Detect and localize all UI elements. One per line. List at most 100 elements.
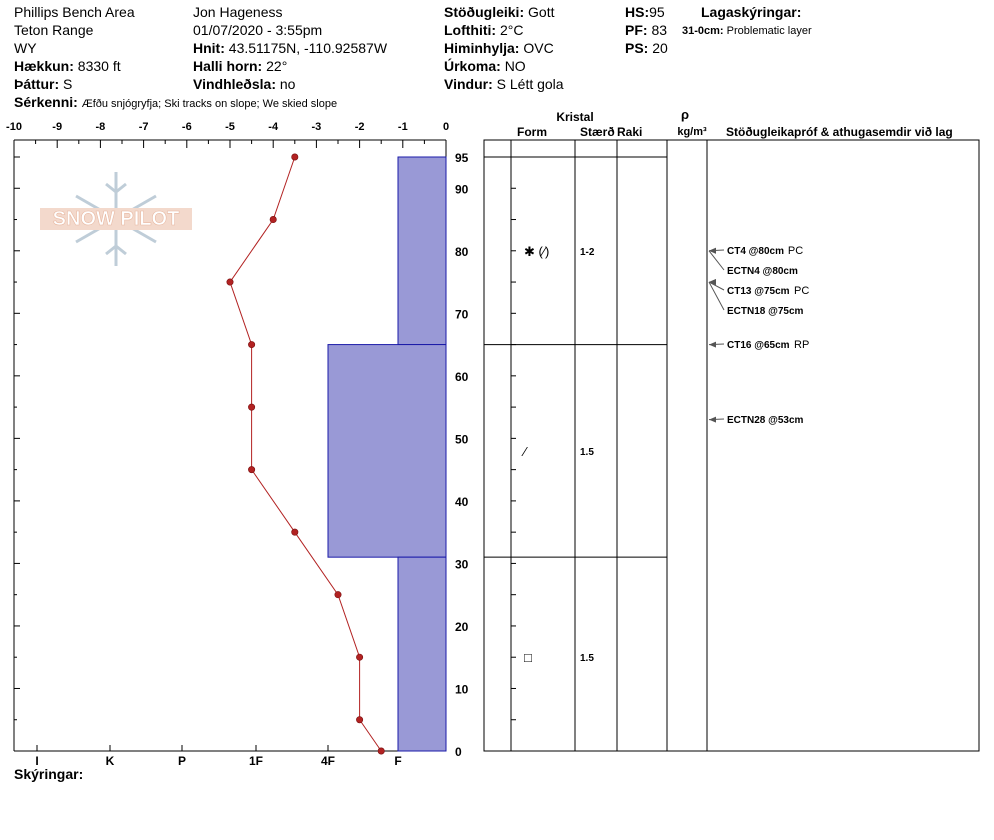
wind-loading-row: Vindhleðsla: no: [193, 75, 387, 93]
height-tick-label: 0: [455, 745, 462, 759]
height-tick-label: 30: [455, 557, 469, 571]
hardness-tick-label: 1F: [249, 754, 263, 768]
form-header: Form: [517, 125, 547, 139]
features-label: Sérkenni:: [14, 94, 78, 110]
ps-row: PS: 20: [625, 39, 668, 57]
temperature-point: [248, 341, 256, 349]
hs-label: HS:: [625, 4, 650, 20]
legend-label: Skýringar:: [14, 766, 84, 782]
temp-tick-label: -3: [312, 121, 322, 133]
stability-value: Gott: [528, 4, 555, 20]
range-name: Teton Range: [14, 22, 94, 38]
coords-value: 43.51175N, -110.92587W: [228, 40, 388, 56]
header-col-location: Phillips Bench Area Teton Range WY Hækku…: [14, 3, 135, 93]
hardness-bar: [327, 344, 447, 558]
temp-tick-label: -6: [182, 121, 192, 133]
slope-label: Halli horn:: [193, 58, 263, 74]
layer-notes-label: Lagaskýringar:: [701, 4, 802, 20]
hardness-tick-label: 4F: [321, 754, 335, 768]
stability-test-label: CT4 @80cm: [727, 246, 784, 257]
temp-tick-label: 0: [443, 121, 449, 133]
height-tick-label: 50: [455, 432, 469, 446]
temp-tick-label: -2: [355, 121, 365, 133]
crystal-form: ✱ (⁄): [524, 244, 549, 259]
stability-test-label: ECTN28 @53cm: [727, 415, 804, 426]
density-symbol-header: ρ: [681, 107, 689, 122]
hardness-tick-label: I: [35, 754, 38, 768]
state-name: WY: [14, 40, 37, 56]
hardness-tick-label: K: [106, 754, 115, 768]
logo-band: [40, 208, 192, 230]
stability-test-note: PC: [794, 285, 809, 297]
elevation-label: Hækkun:: [14, 58, 74, 74]
stability-test-note: RP: [794, 339, 809, 351]
location-name: Phillips Bench Area: [14, 4, 135, 20]
test-arrow-line: [708, 250, 725, 271]
header-col-observer: Jon Hageness 01/07/2020 - 3:55pm Hnit: 4…: [193, 3, 387, 93]
wind-value: S Létt gola: [496, 76, 564, 92]
hardness-tick-label: F: [394, 754, 401, 768]
temperature-point: [248, 403, 256, 411]
coords-row: Hnit: 43.51175N, -110.92587W: [193, 39, 387, 57]
air-temp-value: 2°C: [499, 22, 524, 38]
stability-test-label: ECTN4 @80cm: [727, 266, 798, 277]
slope-value: 22°: [266, 58, 288, 74]
temperature-point: [291, 528, 299, 536]
test-arrow-head: [709, 416, 716, 423]
precip-row: Úrkoma: NO: [444, 57, 564, 75]
pf-row: PF: 83: [625, 21, 668, 39]
stability-test-label: CT13 @75cm: [727, 286, 790, 297]
temp-tick-label: -4: [268, 121, 279, 133]
crystal-size: 1.5: [580, 653, 594, 664]
air-temp-row: Lofthiti: 2°C: [444, 21, 564, 39]
header-col-layer-notes: Lagaskýringar:: [701, 3, 801, 21]
temperature-point: [269, 216, 277, 224]
wind-row: Vindur: S Létt gola: [444, 75, 564, 93]
sky-label: Himinhylja:: [444, 40, 520, 56]
observation-datetime: 01/07/2020 - 3:55pm: [193, 22, 323, 38]
stability-label: Stöðugleiki:: [444, 4, 525, 20]
height-tick-label: 20: [455, 620, 469, 634]
height-tick-label: 80: [455, 245, 469, 259]
height-tick-label: 40: [455, 495, 469, 509]
crystal-form: ⁄: [521, 444, 528, 459]
sky-row: Himinhylja: OVC: [444, 39, 564, 57]
test-arrow-line: [708, 281, 725, 291]
temperature-point: [248, 466, 256, 474]
moisture-header: Raki: [617, 125, 642, 139]
crystal-size: 1-2: [580, 247, 595, 258]
aspect-value: S: [63, 76, 73, 92]
air-temp-label: Lofthiti:: [444, 22, 497, 38]
height-tick-label: 10: [455, 682, 469, 696]
header-col-depths: HS:95 PF: 83 PS: 20: [625, 3, 668, 57]
temperature-point: [356, 653, 364, 661]
wind-loading-label: Vindhleðsla:: [193, 76, 276, 92]
test-arrow-head: [709, 247, 716, 254]
hs-row: HS:95: [625, 3, 668, 21]
height-tick-label: 70: [455, 307, 469, 321]
temperature-point: [334, 591, 342, 599]
temp-tick-label: -1: [398, 121, 408, 133]
logo-text: SNOW PILOT: [53, 208, 180, 230]
test-arrow-head: [709, 341, 716, 348]
test-arrow-line: [708, 281, 725, 311]
layer-note-row: 31-0cm: Problematic layer: [682, 22, 812, 40]
hardness-tick-label: P: [178, 754, 186, 768]
density-unit-header: kg/m³: [677, 126, 707, 138]
precip-value: NO: [504, 58, 526, 74]
ps-value: 20: [652, 40, 668, 56]
test-arrow-head: [709, 279, 716, 286]
temp-tick-label: -8: [96, 121, 106, 133]
temperature-point: [356, 716, 364, 724]
temperature-point: [291, 153, 299, 161]
slope-row: Halli horn: 22°: [193, 57, 387, 75]
crystal-form: □: [524, 650, 532, 665]
height-tick-label: 60: [455, 370, 469, 384]
hs-value: 95: [649, 4, 665, 20]
height-tick-label: 95: [455, 151, 469, 165]
temp-tick-label: -10: [6, 121, 22, 133]
elevation-value: 8330 ft: [77, 58, 121, 74]
height-tick-label: 90: [455, 182, 469, 196]
coords-label: Hnit:: [193, 40, 225, 56]
